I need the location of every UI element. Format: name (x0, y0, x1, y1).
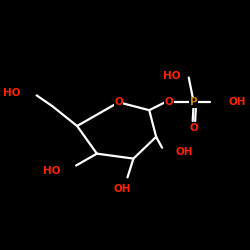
Text: OH: OH (176, 147, 194, 157)
Text: OH: OH (114, 184, 131, 194)
Text: HO: HO (3, 88, 21, 99)
Text: OH: OH (228, 97, 246, 107)
Text: P: P (190, 97, 198, 107)
Text: O: O (114, 97, 123, 107)
Text: O: O (164, 97, 173, 107)
Text: HO: HO (43, 166, 60, 176)
Text: O: O (189, 123, 198, 133)
Text: HO: HO (163, 70, 181, 81)
